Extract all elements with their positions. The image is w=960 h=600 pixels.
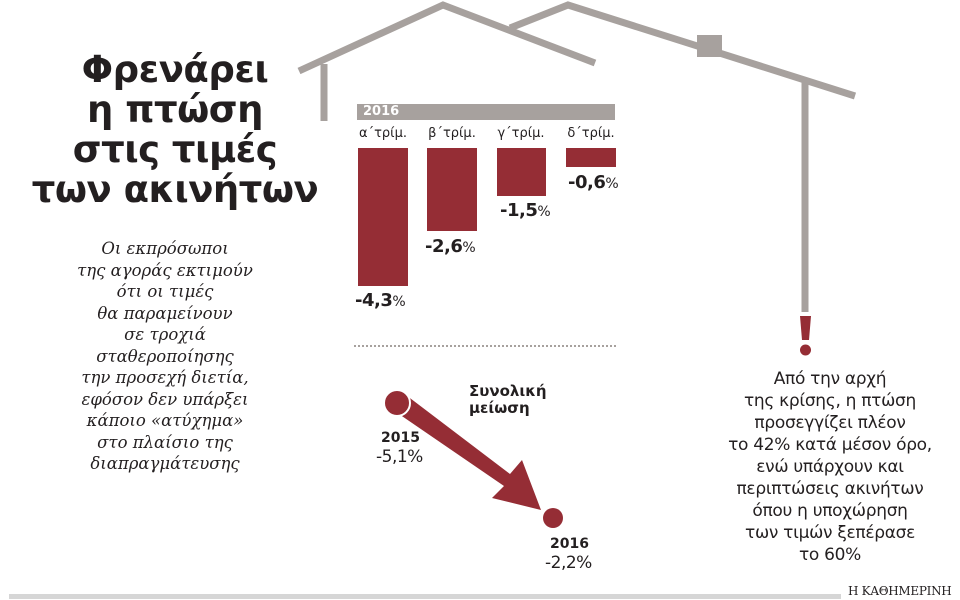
subtitle-line: σταθεροποίησης <box>96 346 234 366</box>
value-label-2015: -5,1% <box>376 447 423 467</box>
subtitle-line: Οι εκπρόσωποι <box>101 239 229 258</box>
bar-q2 <box>427 148 477 231</box>
category-label: δ΄τρίμ. <box>567 126 615 141</box>
subtitle-line: της αγοράς εκτιμούν <box>77 260 253 280</box>
title-line: στις τιμές <box>72 128 278 171</box>
footer-bar <box>9 594 841 599</box>
total-decline-title: Συνολική μείωση <box>469 382 547 417</box>
bar-q4 <box>566 148 616 167</box>
title-line: των ακινήτων <box>31 168 319 211</box>
category-label: γ΄τρίμ. <box>497 126 545 141</box>
brand-logo: Η ΚΑΘΗΜΕΡΙΝΗ <box>848 584 952 598</box>
divider <box>354 345 616 347</box>
subtitle-line: διαπραγμάτευσης <box>90 454 240 473</box>
title-line: η πτώση <box>87 88 263 131</box>
subtitle-line: κάποιο «ατύχημα» <box>86 411 244 430</box>
year-label-2015: 2015 <box>381 430 420 446</box>
exclamation-icon <box>800 316 811 356</box>
chart-year-band: 2016 <box>357 104 615 120</box>
value-label: -4,3% <box>355 290 406 311</box>
chimney <box>697 35 722 57</box>
page-title: Φρενάρει η πτώση στις τιμές των ακινήτων <box>30 50 320 210</box>
subtitle-line: ότι οι τιμές <box>116 282 214 301</box>
subtitle: Οι εκπρόσωποι της αγοράς εκτιμούν ότι οι… <box>40 238 290 475</box>
value-label: -2,6% <box>425 236 476 257</box>
subtitle-line: σε τροχιά <box>124 325 206 344</box>
year-label-2016: 2016 <box>550 536 589 552</box>
trend-arrow-icon <box>383 389 563 528</box>
bar-q3 <box>497 148 546 196</box>
category-label: α΄τρίμ. <box>359 126 407 141</box>
subtitle-line: θα παραμείνουν <box>97 303 233 323</box>
crisis-note: Από την αρχή της κρίσης, η πτώση προσεγγ… <box>728 369 932 565</box>
subtitle-line: στο πλαίσιο της <box>97 432 233 452</box>
title-line: Φρενάρει <box>81 48 269 91</box>
value-label-2016: -2,2% <box>545 553 592 573</box>
value-label: -0,6% <box>568 172 619 193</box>
bar-q1 <box>358 148 408 286</box>
value-label: -1,5% <box>500 200 551 221</box>
subtitle-line: εφόσον δεν υπάρξει <box>81 389 249 409</box>
category-label: β΄τρίμ. <box>428 126 476 141</box>
subtitle-line: την προσεχή διετία, <box>81 368 249 387</box>
